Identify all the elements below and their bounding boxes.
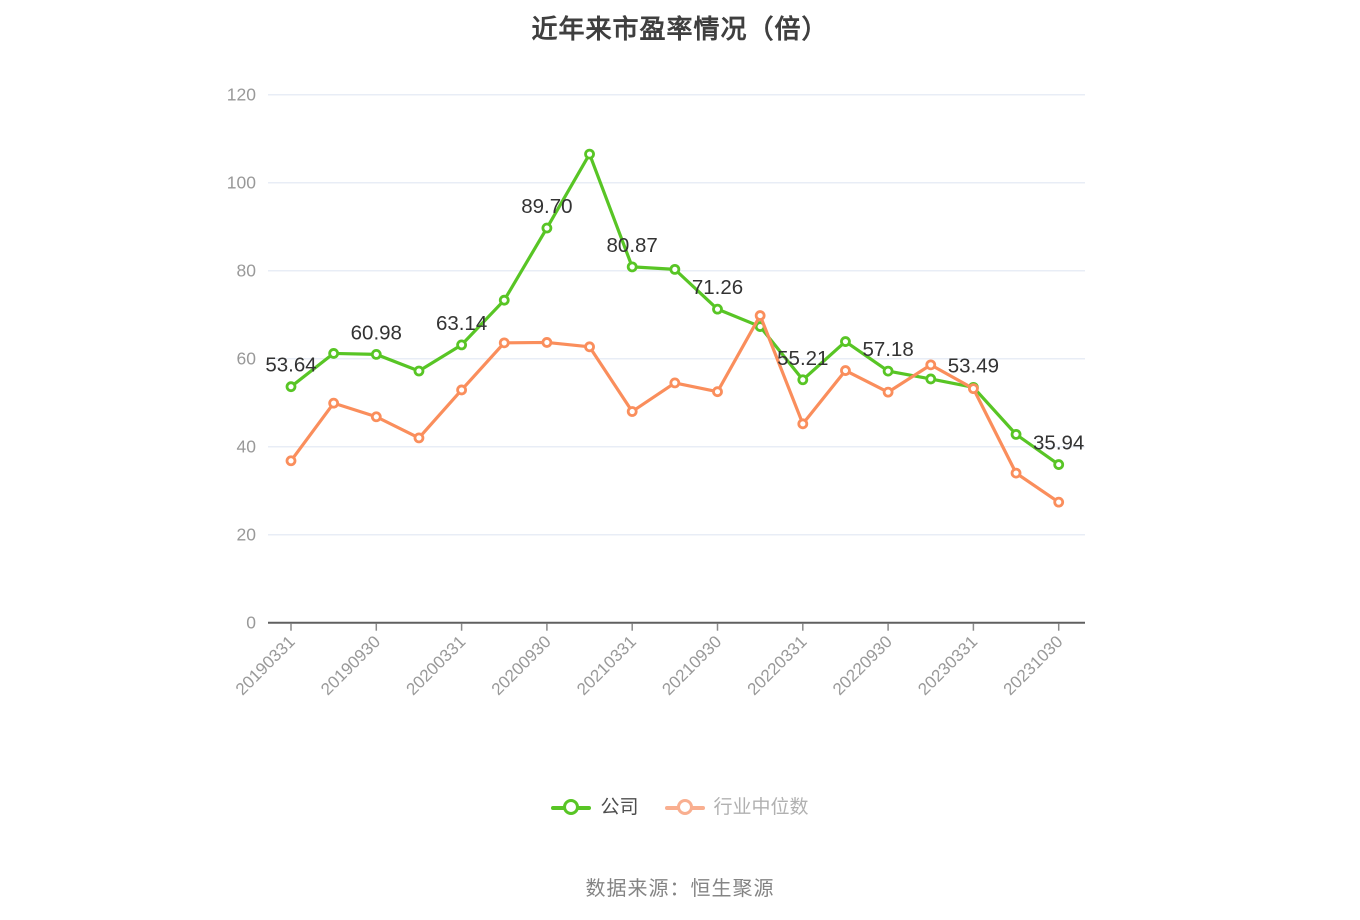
data-point-value-label: 35.94 xyxy=(1033,432,1084,455)
industry-median-data-point[interactable] xyxy=(498,337,510,349)
x-axis-tick-label: 20230331 xyxy=(914,632,981,699)
x-axis-tick-label: 20220930 xyxy=(829,632,896,699)
x-axis-tick-label: 20190930 xyxy=(317,632,384,699)
industry-median-data-point[interactable] xyxy=(925,359,937,371)
data-point-value-label: 71.26 xyxy=(692,276,743,299)
industry-median-series-line xyxy=(289,313,1061,504)
industry-median-data-point[interactable] xyxy=(882,386,894,398)
data-point-value-label: 89.70 xyxy=(521,195,572,218)
company-data-point[interactable] xyxy=(584,148,595,160)
industry-median-data-point[interactable] xyxy=(840,365,851,376)
company-data-point[interactable] xyxy=(456,339,468,351)
company-legend-line-icon xyxy=(551,799,592,816)
y-axis-tick-label: 40 xyxy=(237,437,257,457)
industry-median-data-point[interactable] xyxy=(669,377,681,389)
industry-median-data-point[interactable] xyxy=(712,386,723,398)
company-data-point[interactable] xyxy=(882,365,894,377)
chart-legend: 公司 行业中位数 xyxy=(0,798,1360,817)
company-data-point[interactable] xyxy=(498,294,510,306)
legend-item-industry-median[interactable]: 行业中位数 xyxy=(664,797,809,818)
x-axis-tick-label: 20190331 xyxy=(232,632,299,699)
data-point-value-label: 63.14 xyxy=(436,312,487,335)
data-point-value-label: 80.87 xyxy=(607,234,658,257)
company-data-point[interactable] xyxy=(797,374,809,386)
data-point-value-label: 53.49 xyxy=(948,354,999,377)
company-data-point[interactable] xyxy=(541,222,553,234)
y-axis-tick-label: 120 xyxy=(227,85,256,105)
company-data-point[interactable] xyxy=(413,365,425,377)
company-data-point[interactable] xyxy=(712,303,723,315)
data-point-value-label: 53.64 xyxy=(265,354,316,377)
x-axis-tick-label: 20210930 xyxy=(658,632,725,699)
industry-median-data-point[interactable] xyxy=(968,383,979,395)
x-axis-tick-label: 20200331 xyxy=(403,632,470,699)
industry-median-data-point[interactable] xyxy=(541,337,553,348)
industry-median-data-point[interactable] xyxy=(456,384,468,396)
industry-median-data-point[interactable] xyxy=(584,341,595,353)
data-point-value-label: 60.98 xyxy=(351,321,402,344)
x-axis-tick-label: 20210331 xyxy=(573,632,640,699)
company-data-point[interactable] xyxy=(328,348,340,359)
industry-median-legend-line-icon xyxy=(664,799,705,816)
chart-title: 近年来市盈率情况（倍） xyxy=(531,14,829,44)
industry-median-data-point[interactable] xyxy=(797,418,809,430)
data-source-note: 数据来源：恒生聚源 xyxy=(585,878,775,900)
data-point-value-label: 57.18 xyxy=(862,338,913,361)
x-axis-tick-label: 20231030 xyxy=(1000,632,1067,699)
x-axis-tick-label: 20200930 xyxy=(488,632,555,699)
x-axis-tick-label: 20220331 xyxy=(744,632,811,699)
industry-median-data-point[interactable] xyxy=(754,310,766,321)
industry-median-data-point[interactable] xyxy=(370,411,382,423)
legend-item-label: 行业中位数 xyxy=(713,797,809,818)
legend-item-company[interactable]: 公司 xyxy=(551,797,639,818)
y-axis-tick-label: 80 xyxy=(237,261,257,281)
y-axis-tick-label: 0 xyxy=(246,613,256,633)
company-data-point[interactable] xyxy=(370,348,382,360)
company-data-point[interactable] xyxy=(840,336,851,347)
company-data-point[interactable] xyxy=(1010,428,1022,440)
industry-median-data-point[interactable] xyxy=(285,455,297,467)
data-point-value-label: 55.21 xyxy=(777,347,828,370)
company-data-point[interactable] xyxy=(1053,459,1065,470)
industry-median-data-point[interactable] xyxy=(626,406,638,417)
industry-median-data-point[interactable] xyxy=(328,397,340,409)
legend-item-label: 公司 xyxy=(600,797,639,818)
industry-median-data-point[interactable] xyxy=(1053,496,1065,508)
industry-median-data-point[interactable] xyxy=(413,432,425,444)
company-data-point[interactable] xyxy=(626,261,638,273)
industry-median-data-point[interactable] xyxy=(1010,467,1022,479)
company-data-point[interactable] xyxy=(925,373,937,385)
y-axis-tick-label: 20 xyxy=(237,525,257,545)
y-axis-tick-label: 60 xyxy=(237,349,257,369)
company-series-line xyxy=(289,152,1061,467)
company-data-point[interactable] xyxy=(285,381,297,393)
company-data-point[interactable] xyxy=(669,263,681,275)
pe-ratio-line-chart: 0 20 40 60 80 100 120 20190331 20190930 20200331 2… xyxy=(227,85,1085,699)
y-axis-tick-label: 100 xyxy=(227,173,256,193)
